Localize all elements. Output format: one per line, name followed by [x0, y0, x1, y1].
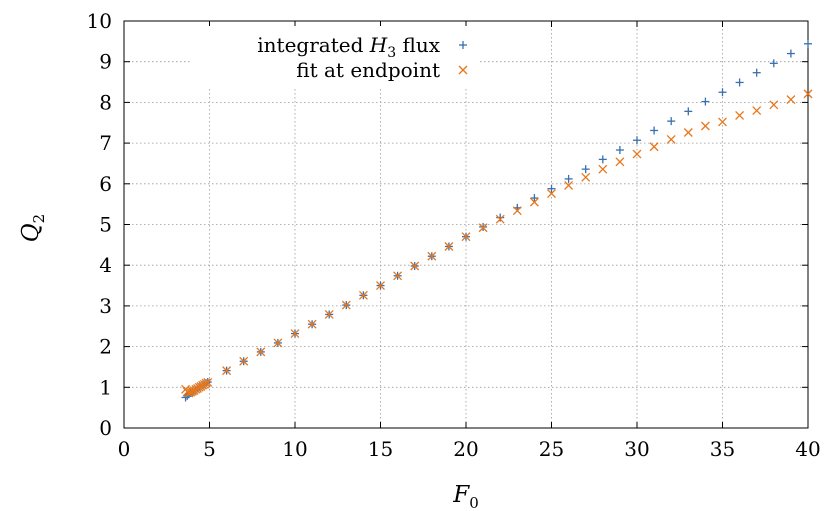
data-point-plus: [684, 107, 693, 116]
data-point-plus: [496, 213, 505, 222]
legend-marker-cross: [458, 65, 468, 75]
x-tick-label: 5: [203, 437, 216, 461]
data-point-cross: [564, 180, 574, 190]
data-point-cross: [512, 206, 522, 216]
data-point-plus: [598, 155, 607, 164]
data-point-plus: [752, 68, 761, 77]
data-point-plus: [633, 136, 641, 145]
data-point-plus: [530, 194, 539, 203]
data-point-cross: [307, 319, 317, 329]
x-axis-label: F0: [452, 482, 479, 511]
y-tick-label: 4: [99, 253, 112, 277]
y-axis-label-sub: 2: [30, 214, 48, 224]
data-point-cross: [376, 281, 385, 291]
data-point-plus: [650, 126, 659, 135]
data-point-cross: [769, 100, 779, 110]
x-tick-label: 40: [795, 437, 820, 461]
data-point-cross: [700, 121, 710, 131]
data-point-cross: [324, 309, 334, 319]
legend-marker-plus: [459, 41, 467, 49]
data-point-cross: [683, 128, 693, 137]
data-point-cross: [529, 197, 539, 207]
x-tick-label: 0: [118, 437, 131, 461]
legend-label-fit-at-endpoint: fit at endpoint: [296, 58, 440, 82]
data-point-cross: [239, 356, 249, 366]
data-point-plus: [667, 117, 676, 126]
data-point-plus: [701, 97, 710, 106]
data-point-plus: [786, 49, 795, 58]
data-point-plus: [804, 39, 812, 48]
data-point-cross: [803, 89, 813, 99]
data-point-cross: [341, 300, 351, 310]
legend-plus-symbol: [459, 41, 467, 49]
data-point-cross: [444, 242, 454, 251]
data-point-cross: [461, 232, 471, 242]
data-point-plus: [547, 184, 556, 193]
data-point-plus: [564, 174, 573, 183]
data-point-cross: [547, 189, 556, 199]
data-point-cross: [615, 157, 625, 167]
x-axis-label-main: F: [452, 482, 470, 508]
y-axis-label-main: Q: [18, 223, 44, 242]
data-point-cross: [358, 290, 368, 300]
data-point-plus: [615, 146, 624, 155]
series-fit-at-endpoint: [181, 89, 813, 398]
y-tick-label: 7: [99, 131, 112, 155]
data-point-cross: [410, 261, 420, 271]
data-point-cross: [290, 329, 300, 339]
data-point-cross: [598, 164, 608, 174]
data-point-cross: [666, 134, 676, 144]
y-tick-label: 9: [99, 50, 112, 74]
data-point-cross: [478, 223, 488, 233]
data-point-cross: [735, 110, 745, 120]
x-tick-label: 10: [282, 437, 307, 461]
data-point-cross: [495, 214, 505, 224]
data-point-cross: [222, 366, 232, 376]
tick-layer: 0 5 10 15 20 25 30 35 40 0 1 2 3 4 5 6 7 8 9 10: [87, 9, 821, 461]
data-point-cross: [718, 117, 727, 127]
data-point-cross: [427, 251, 437, 261]
data-point-plus: [769, 59, 778, 68]
x-tick-label: 30: [624, 437, 649, 461]
data-point-cross: [632, 149, 642, 159]
x-tick-label: 35: [710, 437, 735, 461]
legend: integrated H3 flux fit at endpoint: [190, 26, 480, 88]
y-tick-label: 5: [99, 213, 112, 237]
y-tick-label: 1: [99, 375, 112, 399]
points-layer: [181, 39, 813, 402]
legend-background: [190, 26, 480, 88]
data-point-cross: [786, 95, 796, 105]
x-tick-label: 15: [368, 437, 393, 461]
data-point-cross: [273, 338, 283, 348]
data-point-plus: [718, 88, 727, 97]
data-point-cross: [752, 106, 762, 115]
x-axis-label-sub: 0: [469, 494, 479, 511]
x-tick-label: 20: [453, 437, 478, 461]
data-point-cross: [649, 142, 659, 152]
data-point-cross: [256, 347, 266, 357]
legend-label-integrated-h3-flux: integrated H3 flux: [257, 33, 440, 61]
x-tick-label: 25: [539, 437, 564, 461]
data-point-plus: [735, 78, 744, 87]
y-tick-label: 3: [99, 294, 112, 318]
data-point-cross: [393, 271, 403, 281]
legend-cross-symbol: [458, 65, 468, 75]
data-point-cross: [203, 377, 213, 387]
y-tick-label: 2: [99, 335, 112, 359]
y-axis-label: Q2: [18, 214, 48, 242]
y-tick-label: 6: [99, 172, 112, 196]
series-integrated-h3-flux: [181, 39, 812, 402]
data-point-cross: [581, 172, 591, 182]
data-point-plus: [581, 165, 590, 174]
y-tick-label: 8: [99, 90, 112, 114]
y-tick-label: 10: [87, 9, 112, 33]
y-tick-label: 0: [99, 416, 112, 440]
